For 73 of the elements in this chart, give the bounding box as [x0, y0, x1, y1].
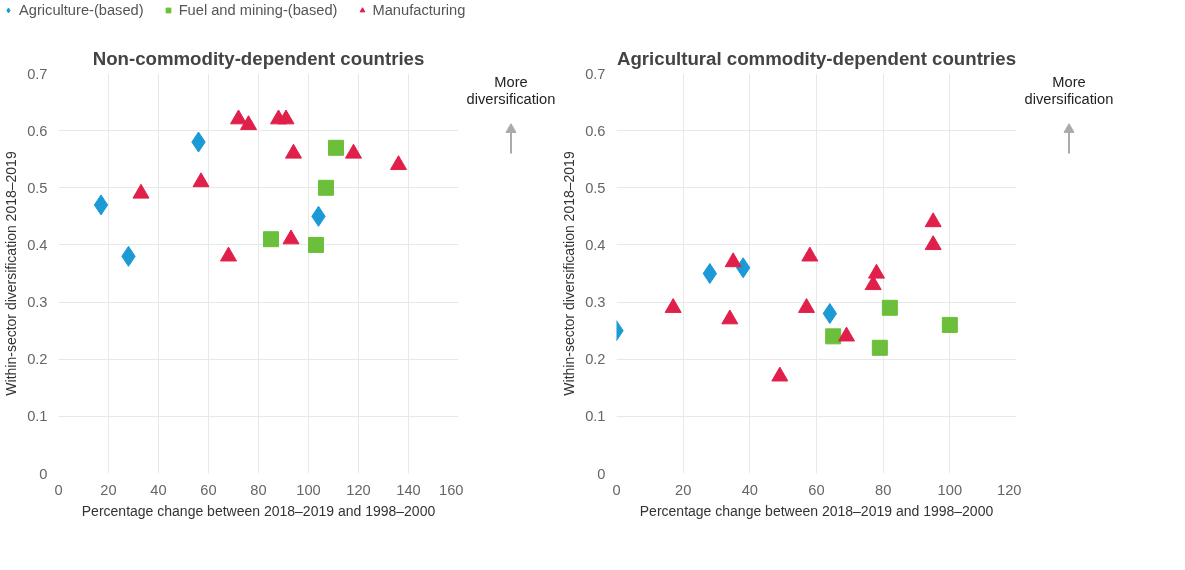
y-tick-label: 0.2: [27, 351, 48, 368]
y-tick-label: 0: [39, 465, 48, 482]
point: [240, 115, 257, 131]
point: [798, 298, 815, 313]
text: More diversification: [466, 73, 556, 107]
point: [664, 298, 682, 313]
point: [390, 155, 407, 171]
point: [721, 309, 739, 325]
point: [881, 299, 898, 316]
x-tick-label: 120: [997, 481, 1022, 498]
point: [220, 246, 237, 262]
y-axis-title: Within-sector diversification 2018–2019: [3, 151, 20, 396]
point: [838, 326, 855, 342]
y-tick-label: 0: [597, 465, 606, 482]
point: [277, 109, 295, 125]
point: [924, 212, 942, 228]
point: [941, 316, 958, 333]
y-tick-label: 0.5: [27, 179, 48, 196]
x-tick-label: 100: [296, 481, 321, 498]
point: [318, 179, 334, 196]
y-tick-label: 0.4: [27, 236, 48, 253]
x-tick-label: 80: [250, 481, 267, 498]
x-tick-label: 0: [54, 481, 63, 498]
y-tick-label: 0.5: [585, 179, 606, 196]
legend-label: Agriculture-(based): [19, 2, 144, 18]
point: [192, 172, 210, 188]
point: [132, 183, 150, 199]
point: [801, 246, 819, 262]
x-tick-label: 0: [612, 481, 621, 498]
point: [328, 139, 344, 156]
point: [822, 303, 837, 324]
y-tick-label: 0.4: [585, 236, 606, 253]
x-tick-label: 100: [937, 481, 963, 498]
legend-label: Manufacturing: [372, 2, 466, 18]
text: More diversification: [1024, 73, 1114, 107]
y-tick-label: 0.1: [585, 408, 606, 425]
x-tick-label: 20: [675, 481, 692, 498]
y-tick-label: 0.2: [585, 351, 606, 368]
x-tick-label: 40: [150, 481, 167, 498]
legend-label: Fuel and mining-(based): [178, 2, 338, 18]
point: [282, 229, 300, 245]
y-tick-label: 0.3: [27, 294, 48, 311]
y-tick-label: 0.7: [585, 65, 606, 82]
x-tick-label: 60: [200, 481, 217, 498]
x-tick-label: 60: [808, 481, 825, 498]
point: [868, 263, 885, 279]
point: [924, 235, 942, 251]
x-tick-label: 20: [100, 481, 117, 498]
y-tick-label: 0.7: [27, 65, 48, 82]
chart-title: Non-commodity-dependent countries: [92, 47, 425, 69]
point: [93, 194, 109, 216]
point: [702, 263, 717, 284]
x-tick-label: 120: [346, 481, 371, 498]
point: [724, 252, 742, 268]
point: [308, 236, 324, 253]
x-axis-title: Percentage change between 2018–2019 and 1998–2000: [81, 502, 436, 519]
y-axis-title: Within-sector diversification 2018–2019: [561, 151, 578, 396]
x-tick-label: 80: [875, 481, 892, 498]
x-tick-label: 40: [741, 481, 758, 498]
y-tick-label: 0.3: [585, 294, 606, 311]
x-axis-title: Percentage change between 2018–2019 and 1998–2000: [639, 502, 994, 519]
point: [263, 231, 279, 248]
point: [345, 143, 362, 159]
x-tick-label: 160: [439, 481, 464, 498]
y-tick-label: 0.1: [27, 408, 48, 425]
y-tick-label: 0.6: [27, 122, 48, 139]
x-tick-label: 140: [396, 481, 421, 498]
point: [285, 143, 302, 159]
point: [230, 109, 247, 125]
point: [871, 339, 888, 356]
point: [825, 328, 842, 345]
chart-title: Agricultural commodity-dependent countries: [616, 47, 1017, 69]
y-tick-label: 0.6: [585, 122, 606, 139]
